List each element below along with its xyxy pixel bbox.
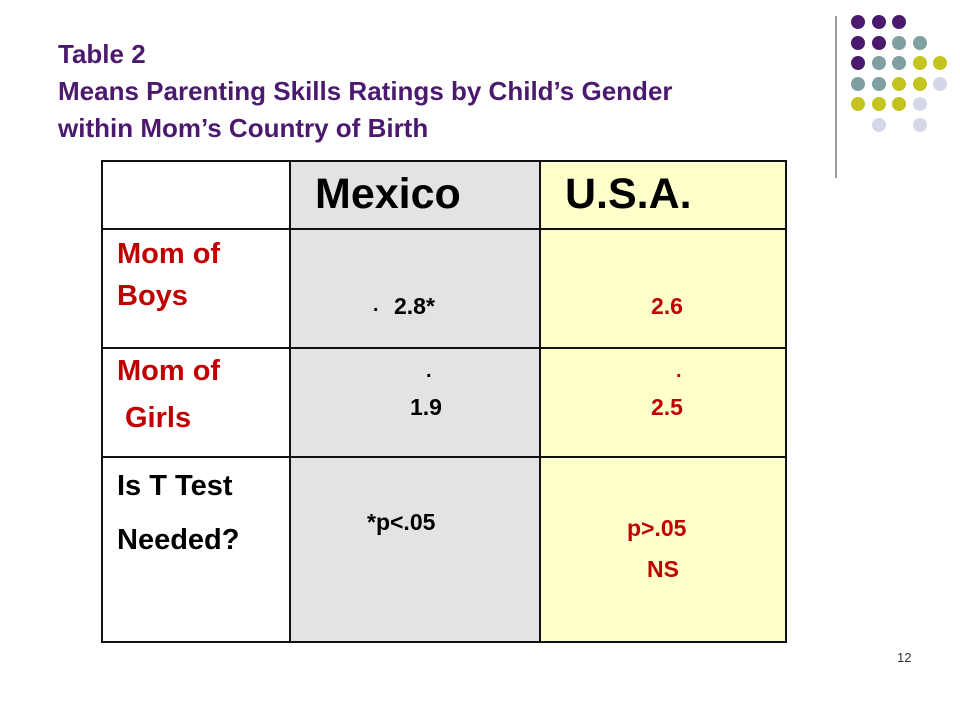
decorative-dot	[851, 76, 865, 91]
decorative-dot	[912, 35, 927, 50]
decorative-dot-grid	[0, 0, 960, 200]
header-usa: U.S.A.	[565, 170, 692, 218]
row-label-cell: Mom of Boys	[101, 228, 291, 349]
divider-line	[835, 16, 837, 178]
decorative-dot	[871, 76, 886, 91]
ratings-table: Mexico U.S.A. Mom of Boys . 2.8* 2.6 Mom…	[101, 160, 787, 643]
row-label-line: Girls	[125, 402, 192, 434]
decorative-dot	[851, 15, 865, 29]
decorative-dot	[892, 97, 906, 111]
mexico-value-cell: . 2.8*	[289, 228, 541, 349]
usa-ns-note: NS	[647, 556, 679, 582]
decorative-dot	[871, 35, 886, 50]
row-label-line: Is T Test	[117, 470, 233, 502]
row-label-cell: Is T Test Needed?	[101, 456, 291, 643]
decorative-dot	[912, 76, 927, 91]
slide-title: Table 2 Means Parenting Skills Ratings b…	[58, 36, 828, 147]
row-label-line: Boys	[117, 280, 188, 312]
decorative-dot	[912, 97, 927, 111]
row-label-line: Mom of	[117, 238, 221, 270]
header-usa-cell: U.S.A.	[539, 160, 787, 230]
decorative-dot	[871, 15, 886, 29]
usa-value-cell: 2.6	[539, 228, 787, 349]
row-label-cell: Mom of Girls	[101, 347, 291, 458]
row-label-line: Needed?	[117, 524, 240, 556]
decorative-dot	[851, 97, 865, 111]
usa-value-cell: p>.05 NS	[539, 456, 787, 643]
decorative-dot	[871, 56, 886, 70]
usa-value: 2.5	[651, 394, 683, 420]
value-dot: .	[426, 360, 432, 382]
table-row: Mom of Girls . 1.9 . 2.5	[101, 347, 787, 458]
usa-significance: p>.05	[627, 515, 687, 541]
mexico-value: 2.8*	[394, 293, 435, 319]
title-line-3: within Mom’s Country of Birth	[58, 113, 429, 143]
usa-value: 2.6	[651, 293, 683, 319]
decorative-dot	[851, 56, 865, 70]
header-mexico: Mexico	[315, 170, 461, 218]
decorative-dot	[912, 56, 927, 70]
decorative-dot	[871, 97, 886, 111]
mexico-significance: *p<.05	[367, 509, 436, 535]
mexico-value-cell: . 1.9	[289, 347, 541, 458]
mexico-value-cell: *p<.05	[289, 456, 541, 643]
title-line-2: Means Parenting Skills Ratings by Child’…	[58, 76, 673, 106]
decorative-dot	[933, 76, 947, 91]
decorative-dot	[851, 35, 865, 50]
decorative-dot	[933, 56, 947, 70]
decorative-dot	[912, 117, 927, 132]
mexico-value: 1.9	[410, 394, 442, 420]
decorative-dot	[871, 117, 886, 132]
table-row: Mom of Boys . 2.8* 2.6	[101, 228, 787, 349]
decorative-dot	[892, 35, 906, 50]
value-dot: .	[676, 360, 682, 382]
row-label-line: Mom of	[117, 355, 221, 387]
header-mexico-cell: Mexico	[289, 160, 541, 230]
header-empty-cell	[101, 160, 291, 230]
slide-number: 12	[897, 650, 912, 665]
decorative-dot	[892, 15, 906, 29]
table-row: Is T Test Needed? *p<.05 p>.05 NS	[101, 456, 787, 643]
table-header-row: Mexico U.S.A.	[101, 160, 787, 230]
decorative-dot	[892, 76, 906, 91]
title-line-1: Table 2	[58, 39, 146, 69]
value-prefix-dot: .	[373, 294, 379, 316]
usa-value-cell: . 2.5	[539, 347, 787, 458]
decorative-dot	[892, 56, 906, 70]
